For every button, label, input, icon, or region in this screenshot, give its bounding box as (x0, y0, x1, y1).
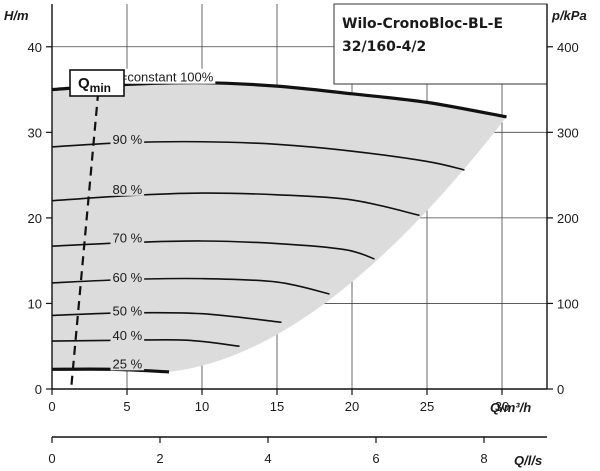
x-tick-label: 5 (123, 399, 130, 414)
curve-label: 40 % (113, 328, 143, 343)
x-tick-label: 15 (270, 399, 284, 414)
curve-label-bg (110, 229, 145, 245)
curve-label-bg (110, 268, 145, 284)
grid (52, 3, 548, 389)
curve-label-bg (110, 180, 145, 196)
x2-tick-label: 0 (48, 451, 55, 466)
curve-label: 50 % (113, 303, 143, 318)
curve-label: 80 % (113, 182, 143, 197)
y-tick-label: 20 (28, 211, 42, 226)
x2-axis-title: Q/l/s (514, 453, 542, 468)
curve-label: 25 % (113, 356, 143, 371)
chart-subtitle: 32/160-4/2 (342, 39, 426, 55)
chart-title: Wilo-CronoBloc-BL-E (342, 16, 503, 32)
x-tick-label: 10 (195, 399, 209, 414)
curve-label-bg (110, 131, 145, 147)
curve-0 (51, 81, 507, 119)
curve-4 (51, 277, 330, 295)
curve-label-bg (110, 68, 216, 84)
y2-tick-label: 100 (557, 296, 579, 311)
curve-5 (51, 311, 282, 324)
curve-label-bg (110, 355, 145, 371)
y2-tick-label: 0 (557, 382, 564, 397)
y-tick-label: 40 (28, 40, 42, 55)
qmin-subscript: min (90, 81, 111, 95)
operating-region (52, 82, 507, 372)
plot-frame (51, 4, 548, 438)
y-tick-label: 0 (35, 382, 42, 397)
y2-tick-label: 300 (557, 125, 579, 140)
curve-2 (51, 192, 420, 217)
curve-label-bg (110, 302, 145, 318)
x-axis-title: Q/m³/h (490, 400, 531, 415)
x-tick-label: 30 (495, 399, 509, 414)
speed-curves: n=constant 100% 90 % 80 % 70 % 60 % 50 % 40 % 2… (51, 68, 507, 374)
y-axis-title: H/m (4, 8, 29, 23)
curve-label: n=constant 100% (113, 70, 214, 85)
x-tick-label: 25 (420, 399, 434, 414)
curve-label: 60 % (113, 270, 143, 285)
y2-axis-title: p/kPa (551, 8, 587, 23)
curve-label-bg (110, 327, 145, 343)
curve-6 (51, 338, 240, 348)
y-tick-label: 30 (28, 125, 42, 140)
qmin-line (70, 72, 102, 385)
title-box (333, 3, 548, 85)
operating-region-fill (52, 82, 507, 372)
qmin-box (69, 69, 125, 97)
y2-tick-label: 200 (557, 211, 579, 226)
x2-tick-label: 8 (480, 451, 487, 466)
x2-tick-label: 4 (264, 451, 271, 466)
x2-tick-label: 2 (156, 451, 163, 466)
y-tick-label: 10 (28, 296, 42, 311)
x-tick-label: 20 (345, 399, 359, 414)
qmin-marker: Qmin (69, 69, 125, 385)
curve-label: 90 % (113, 132, 143, 147)
x-tick-label: 0 (48, 399, 55, 414)
curve-label: 70 % (113, 231, 143, 246)
y2-tick-label: 400 (557, 40, 579, 55)
x2-tick-label: 6 (372, 451, 379, 466)
